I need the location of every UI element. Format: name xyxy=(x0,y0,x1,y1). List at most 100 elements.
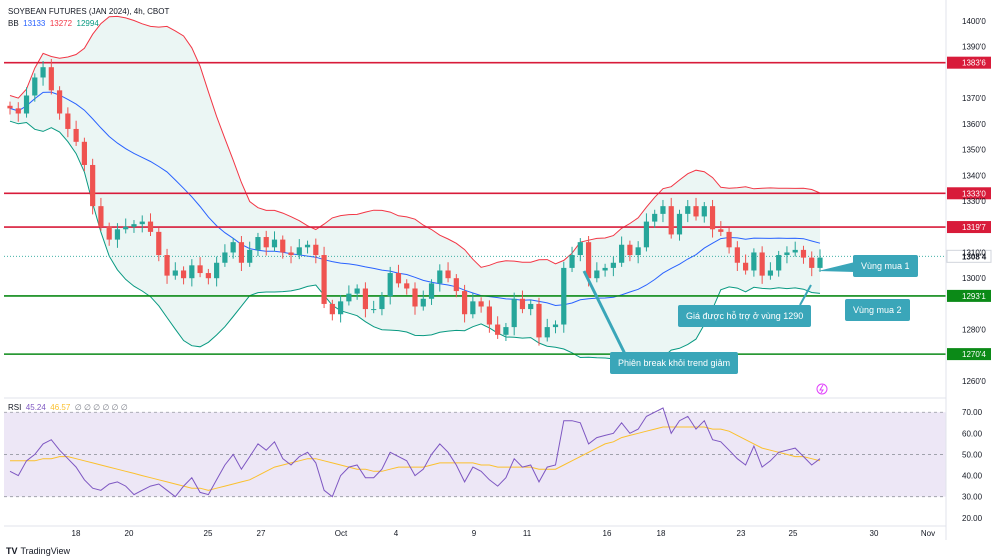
candle-body xyxy=(759,252,765,276)
candle-body xyxy=(98,206,104,227)
rsi-legend: RSI 45.24 46.57 ∅ ∅ ∅ ∅ ∅ ∅ xyxy=(8,403,128,412)
price-level-label: 1293'1 xyxy=(962,292,986,301)
price-level-tag xyxy=(947,221,991,234)
candle-body xyxy=(114,229,121,240)
candle-body xyxy=(428,283,435,299)
rsi-tick-label: 30.00 xyxy=(962,493,983,502)
candle-body xyxy=(627,244,633,256)
price-pane xyxy=(4,15,946,395)
bb-legend: BB 13133 13272 12994 xyxy=(8,19,99,28)
candle-body xyxy=(189,265,195,279)
candle-body xyxy=(222,252,228,263)
price-tick-label: 1330'0 xyxy=(962,197,986,206)
candle-body xyxy=(288,252,294,256)
candle-body xyxy=(800,249,807,258)
rsi-value: 45.24 xyxy=(25,403,46,412)
bb-fill xyxy=(10,16,820,363)
rsi-label: RSI xyxy=(8,403,22,412)
callout-support-1290: Giá được hỗ trợ ở vùng 1290 xyxy=(678,305,812,327)
candle-body xyxy=(668,206,674,235)
time-tick-label: 20 xyxy=(125,529,134,538)
candle-body xyxy=(767,270,774,276)
callout-zone-2: Vùng mua 2 xyxy=(845,299,910,321)
candle-body xyxy=(321,255,327,304)
candle-body xyxy=(123,226,129,230)
price-level-tag xyxy=(947,289,991,302)
candle-body xyxy=(743,262,749,271)
candle-body xyxy=(776,255,782,271)
chart-title: SOYBEAN FUTURES (JAN 2024), 4h, CBOT xyxy=(8,7,170,16)
candle-body xyxy=(486,306,492,325)
time-tick-label: 9 xyxy=(472,529,477,538)
last-price-tag xyxy=(946,249,992,263)
rsi-tick-label: 40.00 xyxy=(962,472,983,481)
time-tick-label: Oct xyxy=(335,529,348,538)
candle-body xyxy=(709,206,716,230)
candle-body xyxy=(296,247,302,256)
time-tick-label: 27 xyxy=(257,529,266,538)
price-level-tag xyxy=(947,348,991,361)
candle-body xyxy=(792,249,798,253)
candle-body xyxy=(569,255,575,268)
last-price-label: 1308'4 xyxy=(962,252,987,261)
candle-body xyxy=(180,270,187,279)
candle-body xyxy=(652,213,658,222)
candle-body xyxy=(379,296,385,310)
price-tick-label: 1300'0 xyxy=(962,274,986,283)
candle-body xyxy=(701,206,707,217)
price-tick-label: 1310'0 xyxy=(962,248,986,257)
time-tick-label: Nov xyxy=(921,529,935,538)
bb-label: BB xyxy=(8,19,19,28)
candle-body xyxy=(172,270,178,276)
price-tick-label: 1370'0 xyxy=(962,94,986,103)
candle-body xyxy=(751,252,757,271)
candle-body xyxy=(164,255,170,276)
time-tick-label: 30 xyxy=(870,529,879,538)
candle-body xyxy=(32,77,38,96)
candle-body xyxy=(610,262,616,268)
axes: 1383'6 1333'0 1319'7 1293'1 1270'4 1308'4 1400… xyxy=(4,0,992,540)
candle-body xyxy=(437,270,443,284)
candle-body xyxy=(453,278,459,292)
price-level-label: 1270'4 xyxy=(962,350,986,359)
candle-body xyxy=(643,221,650,248)
tradingview-logo-icon: TV xyxy=(6,546,18,556)
candle-body xyxy=(56,90,63,114)
bb-upper-value: 13272 xyxy=(49,19,73,28)
time-tick-label: 25 xyxy=(789,529,798,538)
candle-body xyxy=(528,303,534,310)
price-level-label: 1383'6 xyxy=(962,59,986,68)
tradingview-logo: TV TradingView xyxy=(6,546,70,556)
candle-body xyxy=(395,273,402,284)
price-tick-label: 1400'0 xyxy=(962,17,986,26)
candle-body xyxy=(495,324,501,335)
rsi-tick-label: 50.00 xyxy=(962,450,983,459)
candle-body xyxy=(23,95,30,114)
candle-body xyxy=(817,257,823,268)
candle-body xyxy=(809,257,815,268)
candle-body xyxy=(73,128,79,142)
candle-body xyxy=(280,239,286,253)
candle-body xyxy=(461,291,468,315)
rsi-extra: ∅ ∅ ∅ ∅ ∅ ∅ xyxy=(74,403,128,412)
bb-mid-line xyxy=(9,91,821,307)
rsi-pane xyxy=(4,407,946,498)
bb-upper-line xyxy=(9,15,821,268)
candle-body xyxy=(685,206,691,214)
support-pointer xyxy=(799,284,812,306)
candle-body xyxy=(577,242,583,256)
time-tick-label: 16 xyxy=(603,529,612,538)
candle-body xyxy=(602,267,608,271)
tradingview-wordmark: TradingView xyxy=(20,546,71,556)
candle-body xyxy=(106,226,112,240)
breakout-pointer xyxy=(582,270,627,355)
candle-body xyxy=(214,262,220,279)
candle-body xyxy=(718,229,724,232)
candle-body xyxy=(7,105,13,109)
candle-body xyxy=(544,327,550,338)
candle-body xyxy=(371,309,377,311)
rsi-ma-value: 46.57 xyxy=(50,403,71,412)
candle-body xyxy=(387,273,393,297)
candle-body xyxy=(205,273,211,279)
candle-body xyxy=(81,141,87,165)
